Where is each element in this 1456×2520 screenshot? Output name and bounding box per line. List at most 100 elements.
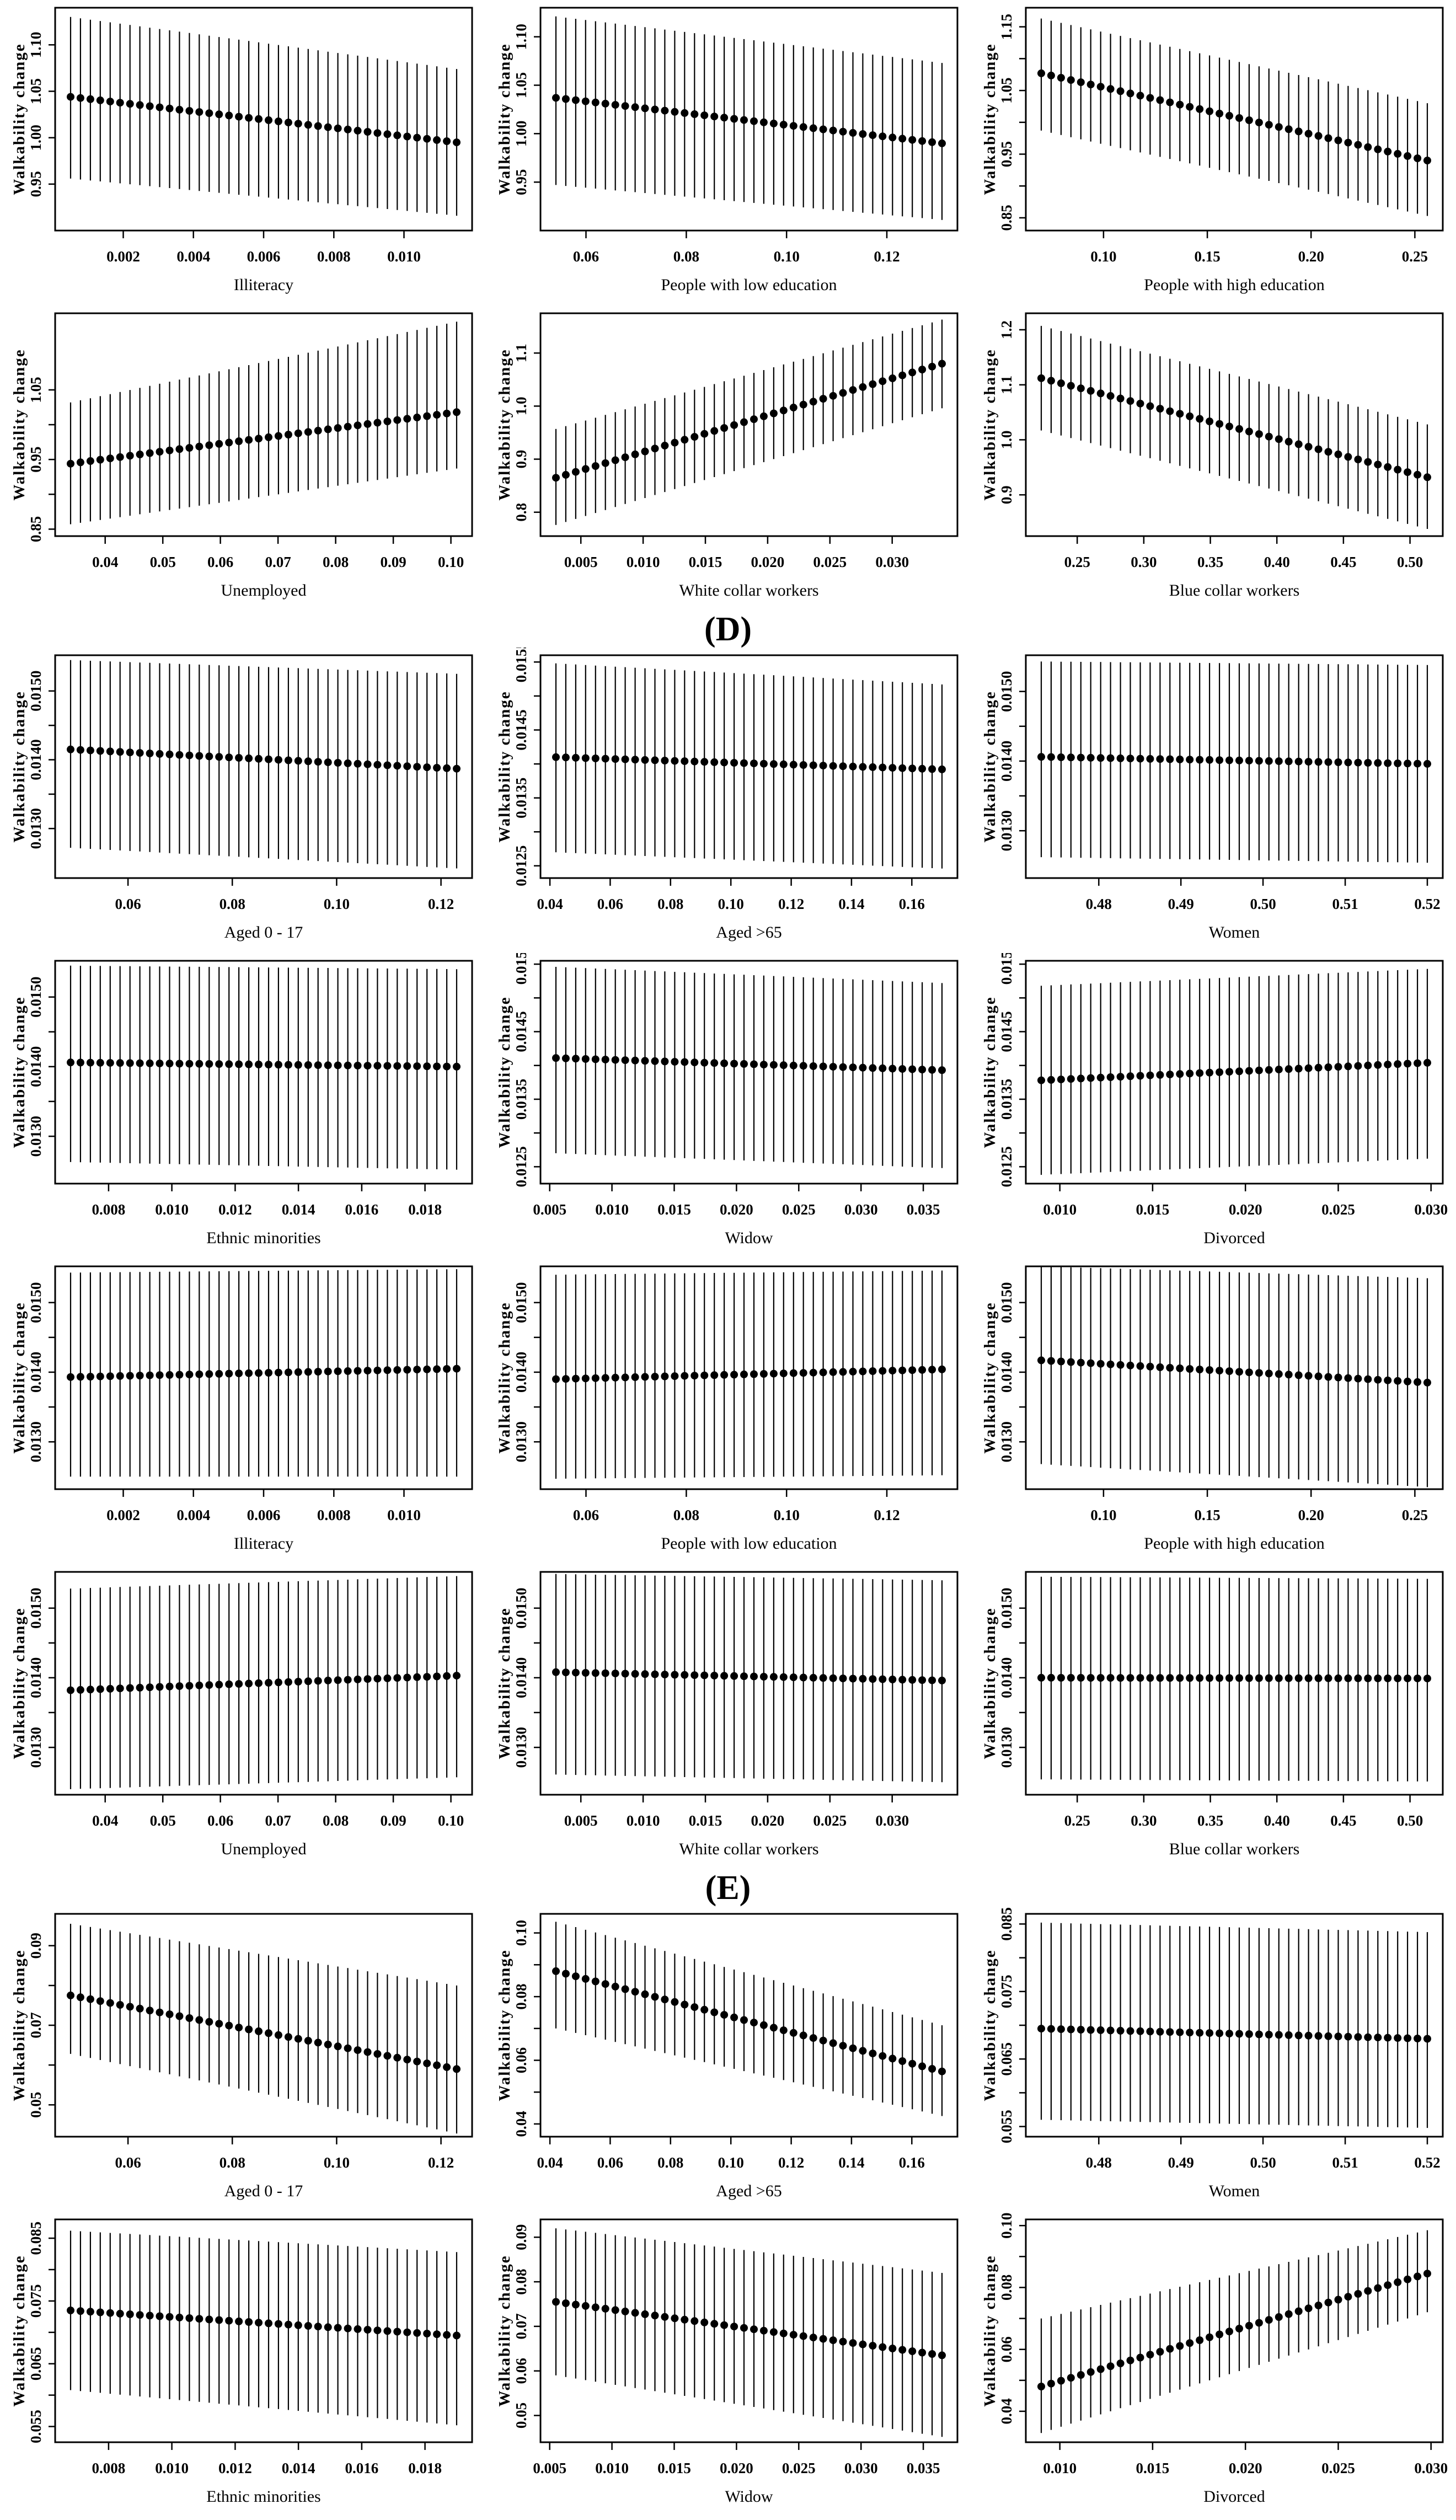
y-axis-label: Walkability change	[10, 996, 28, 1148]
x-axis-label: Illiteracy	[234, 276, 293, 294]
svg-text:0.10: 0.10	[513, 1920, 529, 1946]
section-label-e-row: (E)	[0, 1869, 1456, 1907]
svg-text:0.10: 0.10	[1090, 1507, 1116, 1523]
plot-20-aged-65: 0.04 0.06 0.08 0.10 0.04 0.06 0.08 0.10 0.12 0.14…	[485, 1906, 971, 2212]
plot-14-people-with-low-education: 0.0130 0.0140 0.0150 0.06 0.08 0.10 0.12 People…	[485, 1259, 971, 1564]
svg-text:0.005: 0.005	[564, 1812, 598, 1829]
svg-text:0.030: 0.030	[844, 2460, 878, 2476]
svg-text:0.12: 0.12	[778, 896, 804, 912]
svg-text:0.0150: 0.0150	[513, 1588, 529, 1629]
svg-text:0.08: 0.08	[323, 1812, 349, 1829]
svg-text:0.008: 0.008	[317, 1507, 351, 1523]
svg-text:0.10: 0.10	[1090, 248, 1116, 265]
y-axis-label: Walkability change	[981, 1949, 999, 2101]
errorbar-plot-svg: 0.0130 0.0140 0.0150 0.06 0.08 0.10 0.12 People…	[496, 1265, 959, 1553]
svg-text:0.0140: 0.0140	[998, 741, 1015, 782]
svg-text:0.08: 0.08	[673, 248, 699, 265]
x-axis-label: White collar workers	[679, 1840, 818, 1858]
svg-text:0.0130: 0.0130	[998, 1421, 1015, 1462]
svg-text:0.0140: 0.0140	[28, 1046, 44, 1087]
errorbar-plot-svg: 0.0130 0.0140 0.0150 0.25 0.30 0.35 0.40 0.45 0.…	[981, 1571, 1444, 1858]
svg-text:0.0130: 0.0130	[998, 1727, 1015, 1768]
svg-text:0.49: 0.49	[1168, 2154, 1194, 2171]
svg-text:0.07: 0.07	[265, 1812, 291, 1829]
svg-text:0.51: 0.51	[1332, 2154, 1358, 2171]
plot-13-illiteracy: 0.0130 0.0140 0.0150 0.002 0.004 0.006 0.008 0.…	[0, 1259, 485, 1564]
svg-text:0.0135: 0.0135	[513, 778, 529, 818]
svg-text:0.005: 0.005	[533, 1201, 566, 1218]
svg-text:0.005: 0.005	[564, 554, 598, 570]
y-axis-label: Walkability change	[496, 691, 513, 842]
plot-11-widow: 0.0125 0.0135 0.0145 0.0155 0.005 0.010 0.015 0…	[485, 944, 971, 1259]
svg-text:0.025: 0.025	[1321, 2460, 1355, 2476]
svg-text:0.25: 0.25	[1402, 1507, 1428, 1523]
svg-text:0.07: 0.07	[265, 554, 291, 570]
errorbar-plot-svg: 0.0130 0.0140 0.0150 0.002 0.004 0.006 0.008 0.…	[10, 1265, 473, 1553]
svg-text:0.12: 0.12	[428, 2154, 454, 2171]
svg-text:0.06: 0.06	[207, 554, 233, 570]
svg-text:0.010: 0.010	[595, 1201, 629, 1218]
svg-text:0.0140: 0.0140	[28, 1657, 44, 1698]
svg-text:1.0: 1.0	[513, 397, 529, 415]
y-axis-label: Walkability change	[496, 1302, 513, 1453]
y-axis-label: Walkability change	[496, 996, 513, 1148]
errorbar-plot-svg: 0.0130 0.0140 0.0150 0.06 0.08 0.10 0.12 Aged 0…	[10, 654, 473, 941]
svg-text:0.0145: 0.0145	[513, 709, 529, 750]
errorbar-plot-svg: 0.0130 0.0140 0.0150 0.005 0.010 0.015 0.020 0.…	[496, 1571, 959, 1858]
y-axis-label: Walkability change	[496, 349, 513, 500]
svg-text:0.06: 0.06	[513, 2358, 529, 2384]
svg-text:0.50: 0.50	[1250, 2154, 1276, 2171]
section-label-d: (D)	[704, 610, 752, 648]
svg-text:0.018: 0.018	[408, 1201, 442, 1218]
svg-text:0.002: 0.002	[106, 1507, 140, 1523]
panel-group-top: 0.95 1.00 1.05 1.10 0.002 0.004 0.006 0.008 0.01…	[0, 0, 1456, 611]
svg-text:0.49: 0.49	[1168, 896, 1194, 912]
y-axis-label: Walkability change	[496, 2255, 513, 2406]
svg-text:0.50: 0.50	[1250, 896, 1276, 912]
y-axis-label: Walkability change	[10, 2255, 28, 2406]
errorbar-plot-svg: 0.85 0.95 1.05 0.04 0.05 0.06 0.07 0.08 0.09 0.10…	[10, 312, 473, 600]
panel-group-bottom: 0.05 0.07 0.09 0.06 0.08 0.10 0.12 Aged 0 - 17 W…	[0, 1906, 1456, 2517]
svg-text:0.0125: 0.0125	[513, 1146, 529, 1187]
svg-text:0.035: 0.035	[907, 1201, 940, 1218]
plot-8-aged-65: 0.0125 0.0135 0.0145 0.0155 0.04 0.06 0.08 0.10…	[485, 641, 971, 953]
svg-text:0.0130: 0.0130	[28, 1116, 44, 1157]
svg-text:0.10: 0.10	[324, 896, 350, 912]
svg-text:0.025: 0.025	[813, 1812, 847, 1829]
svg-text:0.48: 0.48	[1086, 896, 1112, 912]
panel-group-middle: 0.0130 0.0140 0.0150 0.06 0.08 0.10 0.12 Aged 0…	[0, 641, 1456, 1870]
plot-5-white-collar-workers: 0.8 0.9 1.0 1.1 0.005 0.010 0.015 0.020 0.025 0.0…	[485, 306, 971, 611]
svg-text:1.10: 1.10	[513, 24, 529, 50]
svg-text:0.04: 0.04	[998, 2398, 1015, 2424]
x-axis-label: Women	[1209, 2182, 1260, 2200]
svg-text:0.030: 0.030	[875, 1812, 909, 1829]
svg-text:0.004: 0.004	[176, 248, 210, 265]
errorbar-plot-svg: 0.04 0.06 0.08 0.10 0.04 0.06 0.08 0.10 0.12 0.14…	[496, 1913, 959, 2200]
svg-text:0.014: 0.014	[282, 1201, 315, 1218]
errorbar-plot-svg: 0.8 0.9 1.0 1.1 0.005 0.010 0.015 0.020 0.025 0.0…	[496, 312, 959, 600]
svg-text:0.35: 0.35	[1197, 1812, 1223, 1829]
svg-text:0.0125: 0.0125	[998, 1146, 1015, 1187]
svg-text:0.51: 0.51	[1332, 896, 1358, 912]
errorbar-plot-svg: 0.0130 0.0140 0.0150 0.008 0.010 0.012 0.014 0.…	[10, 960, 473, 1247]
svg-text:0.0140: 0.0140	[998, 1352, 1015, 1393]
y-axis-label: Walkability change	[10, 43, 28, 195]
svg-text:0.0140: 0.0140	[513, 1352, 529, 1393]
svg-text:0.15: 0.15	[1194, 1507, 1220, 1523]
errorbar-plot-svg: 0.95 1.00 1.05 1.10 0.06 0.08 0.10 0.12 People w…	[496, 7, 959, 294]
svg-text:0.025: 0.025	[813, 554, 847, 570]
y-axis-label: Walkability change	[10, 1607, 28, 1759]
svg-text:0.08: 0.08	[220, 896, 245, 912]
svg-text:0.0150: 0.0150	[998, 671, 1015, 712]
x-axis-label: Blue collar workers	[1169, 581, 1300, 600]
svg-text:0.025: 0.025	[1321, 1201, 1355, 1218]
svg-text:0.025: 0.025	[782, 1201, 816, 1218]
svg-text:0.020: 0.020	[1229, 2460, 1262, 2476]
plot-3-people-with-high-education: 0.85 0.95 1.05 1.15 0.10 0.15 0.20 0.25 People w…	[971, 0, 1456, 306]
svg-text:0.015: 0.015	[689, 1812, 722, 1829]
svg-text:0.0130: 0.0130	[513, 1727, 529, 1768]
plot-10-ethnic-minorities: 0.0130 0.0140 0.0150 0.008 0.010 0.012 0.014 0.…	[0, 953, 485, 1259]
svg-text:0.0155: 0.0155	[513, 648, 529, 682]
svg-text:0.055: 0.055	[998, 2110, 1015, 2143]
y-axis-label: Walkability change	[496, 43, 513, 195]
